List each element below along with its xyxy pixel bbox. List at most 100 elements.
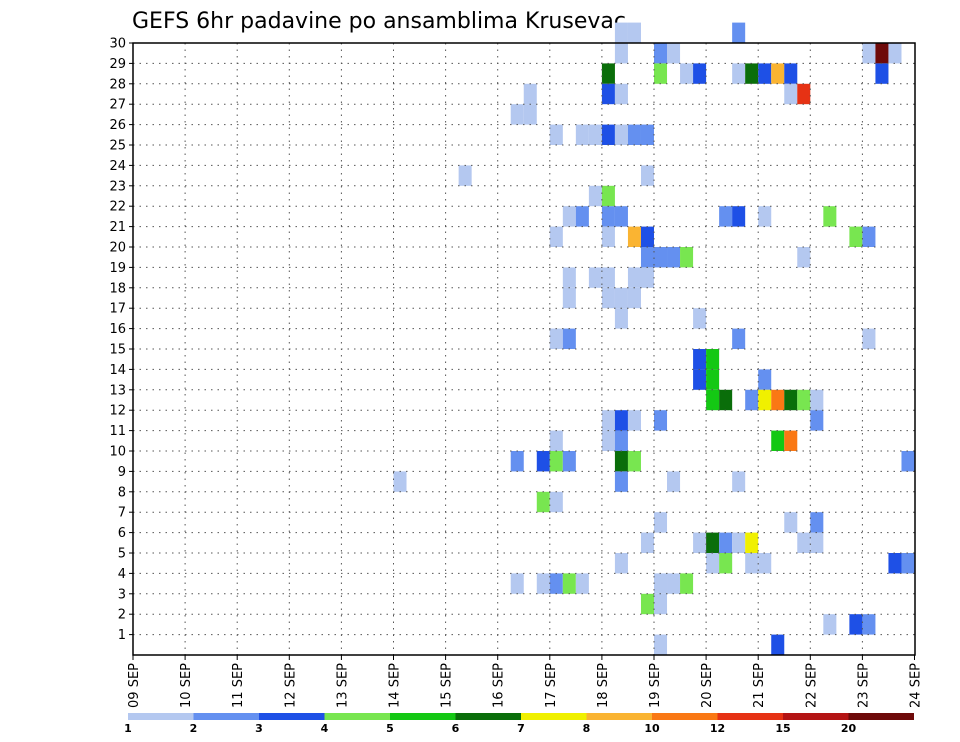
y-tick-label: 20 — [109, 241, 126, 256]
heatmap-cell — [745, 532, 759, 553]
heatmap-cell — [849, 614, 863, 635]
heatmap-cell — [640, 226, 655, 247]
heatmap-cell — [745, 63, 759, 84]
heatmap-cell — [614, 451, 628, 472]
x-tick-label: 15 SEP — [440, 663, 455, 708]
heatmap-cell — [536, 451, 550, 472]
heatmap-cell — [784, 430, 798, 451]
heatmap-cell — [719, 389, 733, 411]
heatmap-cell — [784, 63, 798, 84]
heatmap-cell — [732, 471, 746, 492]
heatmap-cell — [784, 83, 798, 105]
legend-label: 15 — [775, 722, 790, 735]
heatmap-cell — [719, 532, 733, 553]
heatmap-cell — [575, 124, 589, 145]
y-tick-label: 10 — [109, 445, 126, 460]
y-tick-label: 14 — [109, 363, 126, 378]
heatmap-cell — [654, 63, 668, 84]
legend-swatch — [193, 713, 259, 720]
heatmap-cell — [862, 614, 876, 635]
legend-swatch — [390, 713, 456, 720]
y-tick-label: 21 — [109, 220, 126, 235]
y-tick-label: 29 — [109, 57, 126, 72]
x-tick-label: 22 SEP — [804, 663, 819, 708]
legend-label: 2 — [190, 722, 198, 735]
heatmap-cell — [810, 410, 824, 431]
heatmap-cell — [627, 22, 641, 43]
heatmap-cell — [614, 471, 628, 492]
heatmap-cell — [667, 247, 681, 268]
heatmap-cell — [758, 553, 772, 574]
heatmap-cell — [562, 451, 576, 472]
heatmap-cell — [536, 573, 550, 594]
heatmap-cell — [732, 328, 746, 349]
heatmap-cell — [393, 471, 407, 492]
heatmap-cell — [614, 308, 628, 329]
heatmap-cell — [732, 63, 746, 84]
y-tick-label: 17 — [109, 302, 126, 317]
y-tick-label: 23 — [109, 179, 126, 194]
y-tick-label: 30 — [109, 37, 126, 52]
heatmap-cell — [614, 206, 628, 227]
heatmap-cell — [523, 104, 537, 125]
heatmap-cell — [640, 532, 655, 553]
heatmap-cell — [862, 328, 876, 349]
heatmap-cell — [875, 63, 889, 84]
x-tick-label: 24 SEP — [909, 663, 924, 708]
x-tick-label: 21 SEP — [752, 663, 767, 708]
y-tick-label: 13 — [109, 383, 126, 398]
heatmap-cell — [693, 532, 707, 553]
heatmap-cell — [862, 43, 876, 64]
y-tick-label: 2 — [118, 608, 126, 623]
heatmap-cell — [758, 63, 772, 84]
heatmap-cell — [627, 124, 641, 145]
heatmap-cell — [601, 63, 615, 84]
heatmap-cell — [693, 63, 707, 84]
heatmap-cell — [797, 389, 811, 411]
heatmap-cell — [680, 247, 694, 268]
legend-label: 4 — [321, 722, 329, 735]
heatmap-cell — [719, 553, 733, 574]
heatmap-cell — [810, 532, 824, 553]
legend-label: 6 — [452, 722, 460, 735]
heatmap-cell — [823, 614, 837, 635]
y-tick-label: 12 — [109, 404, 126, 419]
x-tick-label: 12 SEP — [283, 663, 298, 708]
x-axis: 09 SEP 10 SEP 11 SEP 12 SEP 13 SEP 14 SEP 15 S… — [127, 655, 924, 708]
heatmap-cell — [784, 512, 798, 533]
heatmap-cell — [575, 206, 589, 227]
heatmap-cell — [706, 532, 720, 553]
heatmap-cell — [810, 512, 824, 533]
x-tick-label: 17 SEP — [544, 663, 559, 708]
heatmap-cell — [640, 165, 655, 186]
heatmap-cell — [680, 63, 694, 84]
y-axis: 1234567891011121314151617181920212223242… — [109, 37, 133, 643]
heatmap-cell — [588, 185, 602, 207]
grid — [133, 42, 915, 655]
y-tick-label: 7 — [118, 506, 126, 521]
legend: 1 2 3 4 5 6 7 8 10 12 15 20 — [124, 713, 914, 735]
y-tick-label: 27 — [109, 98, 126, 113]
legend-swatch — [652, 713, 718, 720]
heatmap-cell — [575, 573, 589, 594]
legend-swatch — [259, 713, 325, 720]
heatmap-cells — [393, 22, 915, 655]
heatmap-cell — [562, 267, 576, 288]
heatmap-cell — [627, 267, 641, 288]
heatmap-cell — [654, 43, 668, 64]
legend-label: 3 — [255, 722, 263, 735]
heatmap-cell — [693, 349, 707, 370]
heatmap-cell — [862, 226, 876, 247]
heatmap-cell — [888, 553, 902, 574]
x-tick-label: 09 SEP — [127, 663, 142, 708]
heatmap-cell — [627, 287, 641, 309]
heatmap-cell — [549, 491, 563, 513]
heatmap-cell — [693, 308, 707, 329]
heatmap-cell — [706, 369, 720, 390]
legend-swatch — [783, 713, 849, 720]
heatmap-cell — [549, 328, 563, 349]
heatmap-cell — [797, 83, 811, 105]
heatmap-cell — [562, 573, 576, 594]
y-tick-label: 24 — [109, 159, 126, 174]
